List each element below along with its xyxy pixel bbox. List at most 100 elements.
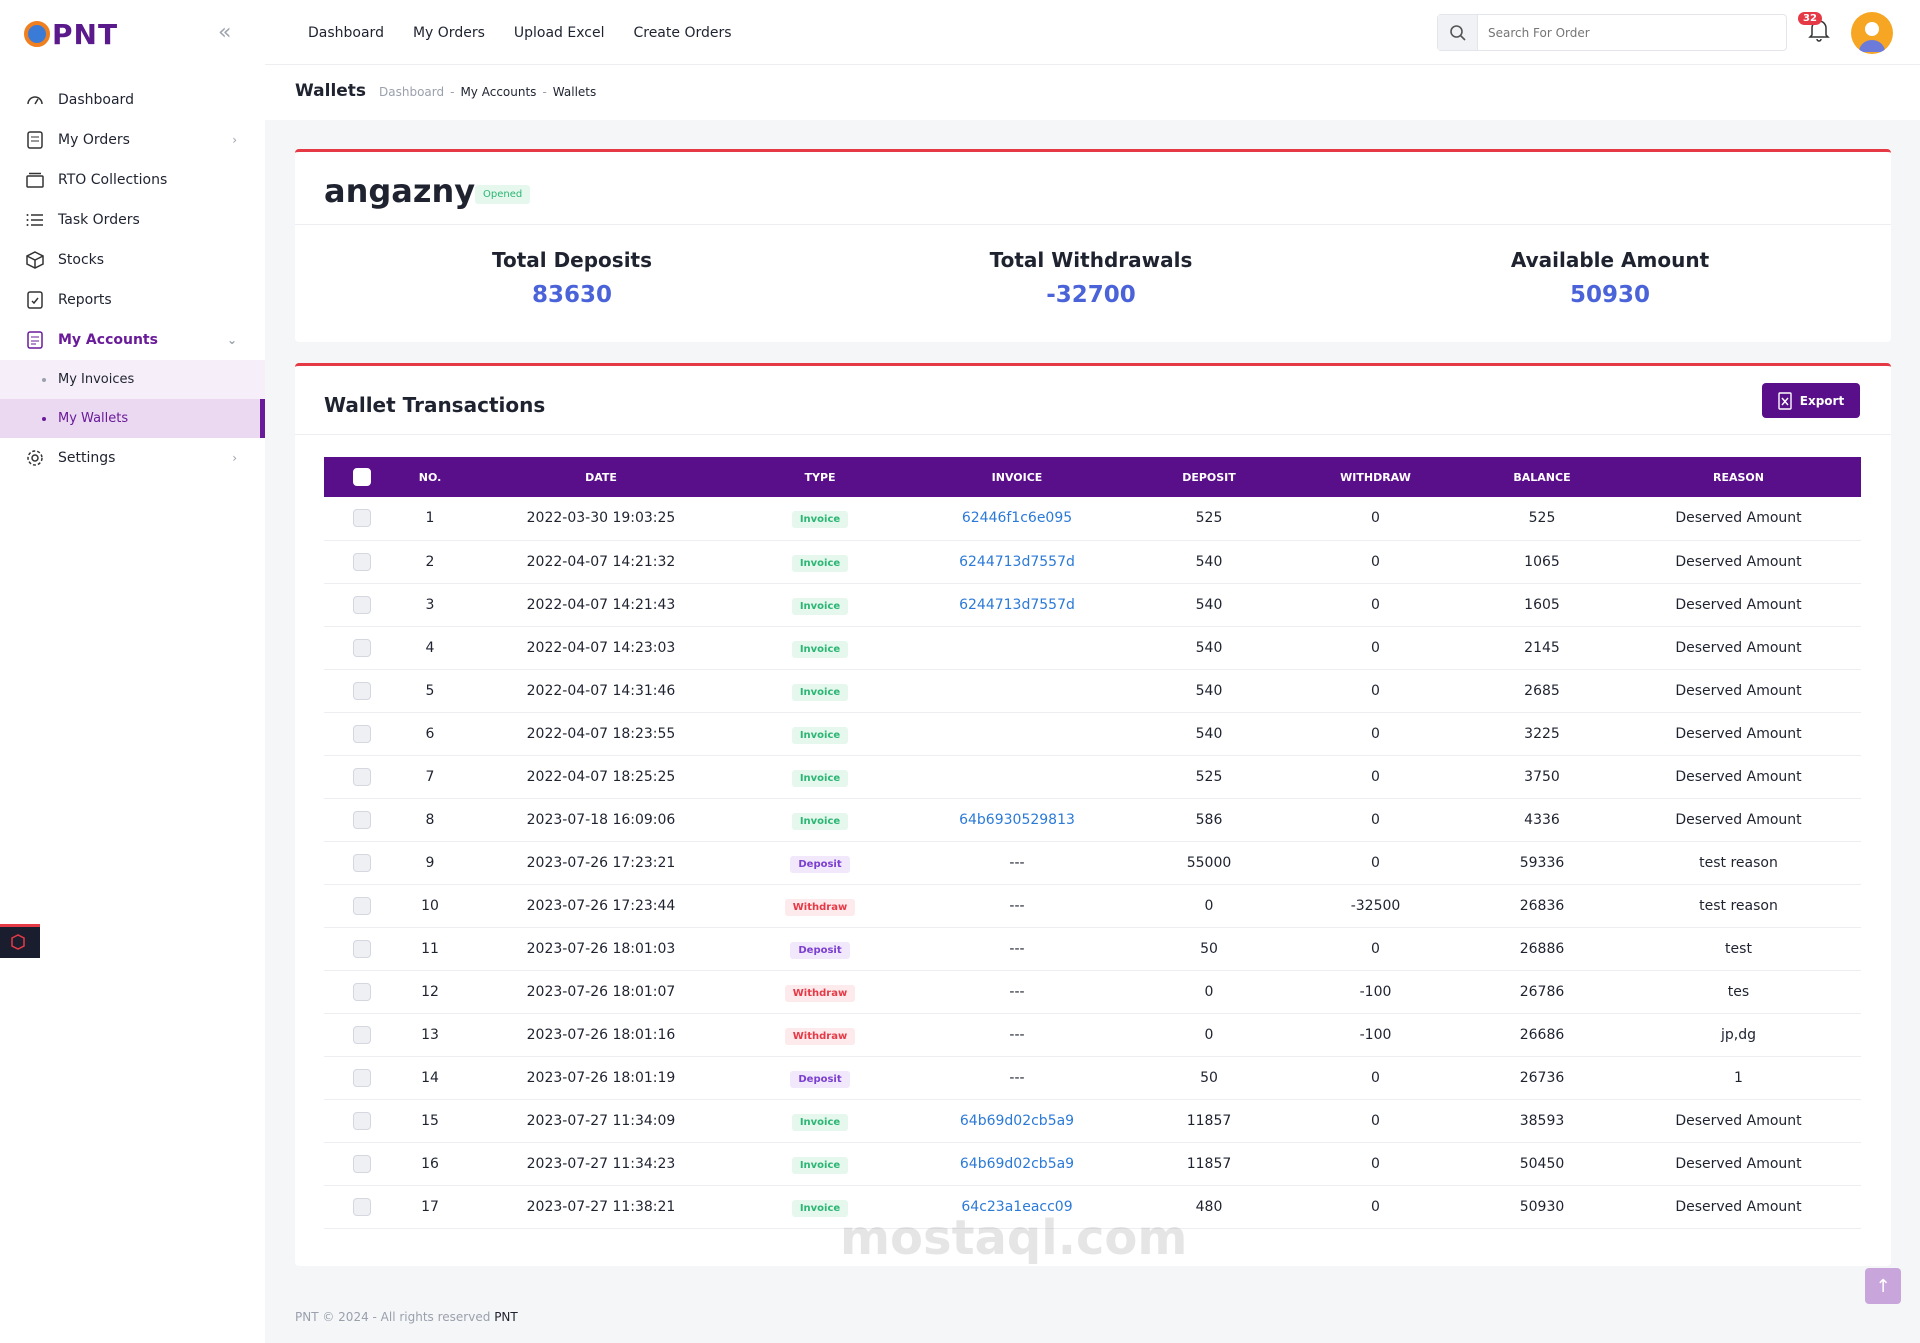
row-checkbox[interactable] xyxy=(352,681,371,700)
breadcrumb-dashboard[interactable]: Dashboard xyxy=(379,85,445,99)
table-row[interactable]: 9 2023-07-26 17:23:21 Deposit --- 55000 0 5933… xyxy=(324,841,1861,884)
row-checkbox[interactable] xyxy=(352,509,371,528)
invoice-link[interactable]: 6244713d7557d xyxy=(959,553,1075,570)
invoice-link[interactable]: 62446f1c6e095 xyxy=(961,510,1073,527)
row-checkbox[interactable] xyxy=(352,1154,371,1173)
breadcrumb-my-accounts[interactable]: My Accounts xyxy=(460,85,537,99)
row-checkbox[interactable] xyxy=(352,1197,371,1216)
cell-type: Deposit xyxy=(741,841,899,884)
topnav-upload-excel[interactable]: Upload Excel xyxy=(513,24,605,41)
footer-brand[interactable]: PNT xyxy=(494,1310,518,1324)
table-row[interactable]: 11 2023-07-26 18:01:03 Deposit --- 50 0 26886 t… xyxy=(324,927,1861,970)
table-row[interactable]: 3 2022-04-07 14:21:43 Invoice 6244713d7557d… xyxy=(324,583,1861,626)
logo[interactable]: PNT xyxy=(24,14,118,54)
table-row[interactable]: 7 2022-04-07 18:25:25 Invoice 525 0 3750 Deser… xyxy=(324,755,1861,798)
row-checkbox[interactable] xyxy=(352,810,371,829)
column-header[interactable]: REASON xyxy=(1713,470,1764,484)
cell-invoice: 64b69d02cb5a9 xyxy=(899,1099,1135,1142)
table-row[interactable]: 12 2023-07-26 18:01:07 Withdraw --- 0 -100 267… xyxy=(324,970,1861,1013)
table-row[interactable]: 4 2022-04-07 14:23:03 Invoice 540 0 2145 Deser… xyxy=(324,626,1861,669)
export-button[interactable]: Export xyxy=(1762,383,1860,418)
cell-no: 1 xyxy=(425,510,435,527)
stat-available-amount: Available Amount 50930 xyxy=(1410,248,1810,308)
scroll-to-top-button[interactable]: ↑ xyxy=(1865,1268,1901,1304)
column-header[interactable]: DEPOSIT xyxy=(1182,470,1236,484)
cell-deposit: 55000 xyxy=(1186,854,1232,871)
cell-deposit: 11857 xyxy=(1186,1155,1232,1172)
select-all-checkbox[interactable] xyxy=(352,468,371,486)
sidebar-item-rto-collections[interactable]: RTO Collections xyxy=(0,160,265,200)
page-header: Wallets Dashboard - My Accounts - Wallet… xyxy=(265,65,1920,120)
column-header[interactable]: DATE xyxy=(585,470,617,484)
column-header[interactable]: WITHDRAW xyxy=(1340,470,1411,484)
sidebar-item-task-orders[interactable]: Task Orders xyxy=(0,200,265,240)
row-checkbox[interactable] xyxy=(352,724,371,743)
transactions-table: NO. DATE TYPE INVOICE DEPOSIT WITHDRAW B… xyxy=(324,457,1861,1229)
table-row[interactable]: 1 2022-03-30 19:03:25 Invoice 62446f1c6e095… xyxy=(324,497,1861,540)
row-checkbox[interactable] xyxy=(352,767,371,786)
search-icon[interactable] xyxy=(1438,15,1478,50)
sidebar-subitem-my-invoices[interactable]: My Invoices xyxy=(0,360,265,399)
sidebar-item-my-accounts[interactable]: My Accounts ⌄ xyxy=(0,320,265,360)
topnav-my-orders[interactable]: My Orders xyxy=(412,24,485,41)
cell-type: Invoice xyxy=(741,626,899,669)
sidebar-subitem-my-wallets[interactable]: My Wallets xyxy=(0,399,265,438)
sidebar-item-dashboard[interactable]: Dashboard xyxy=(0,80,265,120)
column-header[interactable]: TYPE xyxy=(804,470,836,484)
row-checkbox[interactable] xyxy=(352,595,371,614)
cell-type: Withdraw xyxy=(741,884,899,927)
table-row[interactable]: 14 2023-07-26 18:01:19 Deposit --- 50 0 26736 1 xyxy=(324,1056,1861,1099)
cell-balance: 26686 xyxy=(1519,1026,1565,1043)
avatar[interactable] xyxy=(1851,12,1893,54)
row-checkbox[interactable] xyxy=(352,939,371,958)
table-row[interactable]: 5 2022-04-07 14:31:46 Invoice 540 0 2685 Deser… xyxy=(324,669,1861,712)
row-checkbox[interactable] xyxy=(352,853,371,872)
column-header[interactable]: NO. xyxy=(418,470,442,484)
table-row[interactable]: 16 2023-07-27 11:34:23 Invoice 64b69d02cb5a… xyxy=(324,1142,1861,1185)
sidebar-item-reports[interactable]: Reports xyxy=(0,280,265,320)
sidebar-item-stocks[interactable]: Stocks xyxy=(0,240,265,280)
select-cell xyxy=(324,970,399,1013)
table-row[interactable]: 15 2023-07-27 11:34:09 Invoice 64b69d02cb5a… xyxy=(324,1099,1861,1142)
invoice-link[interactable]: 6244713d7557d xyxy=(959,596,1075,613)
breadcrumb-wallets: Wallets xyxy=(552,85,597,99)
cell-invoice: --- xyxy=(1009,1026,1025,1043)
floating-widget[interactable] xyxy=(0,924,40,958)
column-header[interactable]: INVOICE xyxy=(991,470,1043,484)
table-row[interactable]: 2 2022-04-07 14:21:32 Invoice 6244713d7557d… xyxy=(324,540,1861,583)
bell-icon[interactable] xyxy=(1808,18,1832,46)
bullet-icon xyxy=(42,377,46,382)
cell-balance: 26886 xyxy=(1519,940,1565,957)
search-input[interactable] xyxy=(1478,25,1778,40)
topnav-create-orders[interactable]: Create Orders xyxy=(633,24,732,41)
row-checkbox[interactable] xyxy=(352,1111,371,1130)
column-header[interactable]: BALANCE xyxy=(1513,470,1571,484)
row-checkbox[interactable] xyxy=(352,982,371,1001)
invoice-link[interactable]: 64c23a1eacc09 xyxy=(961,1198,1073,1215)
table-row[interactable]: 10 2023-07-26 17:23:44 Withdraw --- 0 -32500 2… xyxy=(324,884,1861,927)
row-checkbox[interactable] xyxy=(352,1025,371,1044)
invoice-link[interactable]: 64b69d02cb5a9 xyxy=(959,1112,1075,1129)
sidebar-item-my-orders[interactable]: My Orders › xyxy=(0,120,265,160)
select-cell xyxy=(324,583,399,626)
topnav-dashboard[interactable]: Dashboard xyxy=(308,24,384,41)
row-checkbox[interactable] xyxy=(352,638,371,657)
table-row[interactable]: 8 2023-07-18 16:09:06 Invoice 64b6930529813… xyxy=(324,798,1861,841)
stat-label: Total Deposits xyxy=(491,248,653,272)
table-row[interactable]: 13 2023-07-26 18:01:16 Withdraw --- 0 -100 266… xyxy=(324,1013,1861,1056)
breadcrumb-separator: - xyxy=(450,85,455,99)
row-checkbox[interactable] xyxy=(352,552,371,571)
table-row[interactable]: 6 2022-04-07 18:23:55 Invoice 540 0 3225 Deser… xyxy=(324,712,1861,755)
row-checkbox[interactable] xyxy=(352,1068,371,1087)
gear-icon xyxy=(24,447,46,469)
table-row[interactable]: 17 2023-07-27 11:38:21 Invoice 64c23a1eacc0… xyxy=(324,1185,1861,1228)
invoice-link[interactable]: 64b69d02cb5a9 xyxy=(959,1155,1075,1172)
collapse-sidebar-icon[interactable]: « xyxy=(218,20,232,45)
cell-reason: Deserved Amount xyxy=(1675,1112,1802,1129)
row-checkbox[interactable] xyxy=(352,896,371,915)
invoice-link[interactable]: 64b6930529813 xyxy=(959,811,1075,828)
cell-reason: Deserved Amount xyxy=(1675,682,1802,699)
select-cell xyxy=(324,1185,399,1228)
sidebar-item-settings[interactable]: Settings › xyxy=(0,438,265,478)
cell-no: 17 xyxy=(421,1198,439,1215)
